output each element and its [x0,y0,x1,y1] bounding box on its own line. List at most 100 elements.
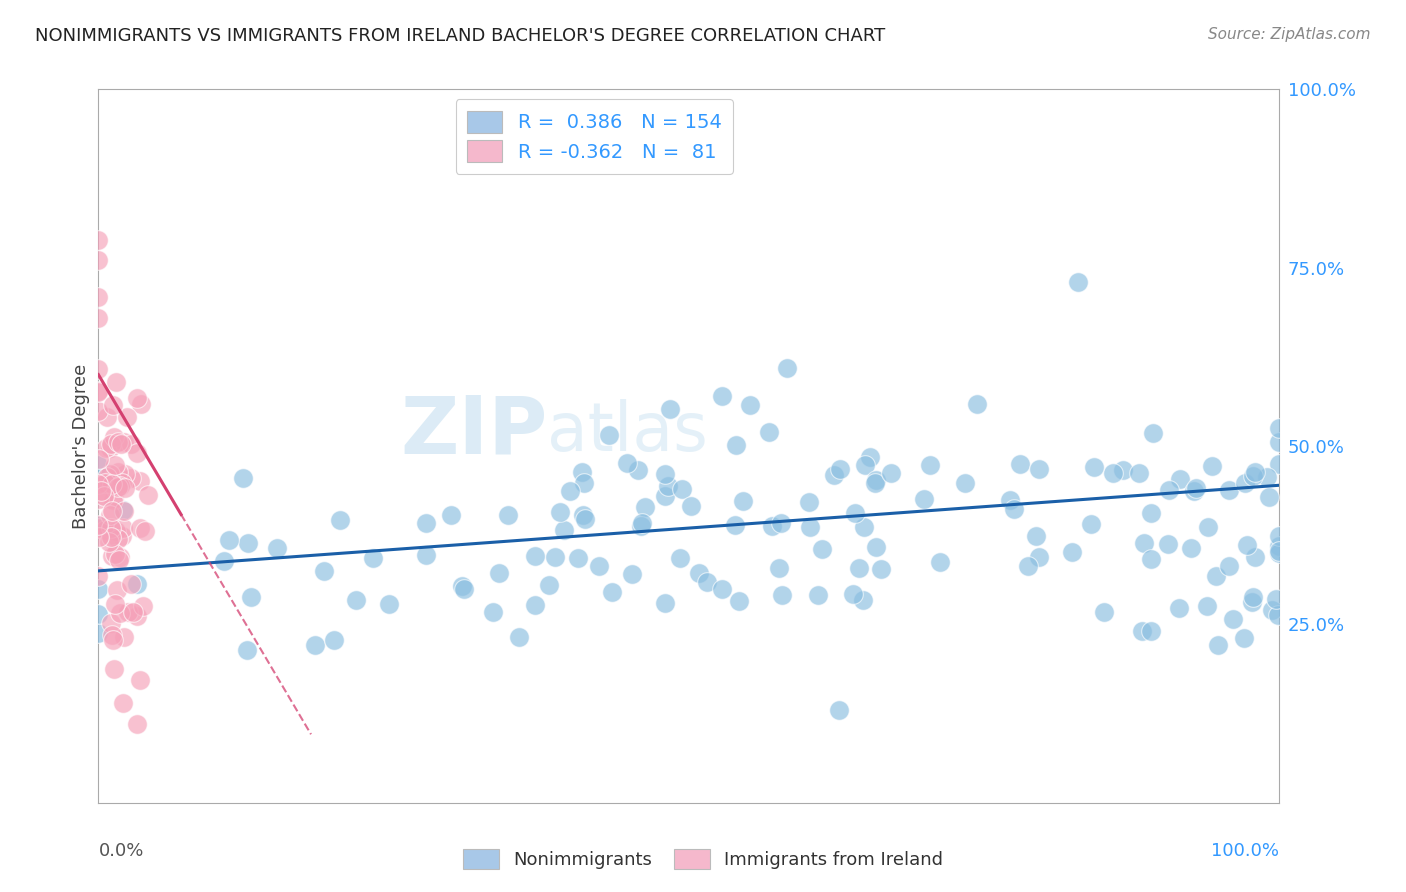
Point [87,568,110,582]
Point [87,519,110,533]
Point [125,577,148,591]
Point [1130,624,1153,639]
Point [104,548,127,562]
Point [865,540,887,554]
Point [101,628,124,642]
Point [329,513,352,527]
Point [761,518,783,533]
Point [101,549,124,564]
Point [1267,607,1289,622]
Point [863,475,886,490]
Text: ZIP: ZIP [399,392,547,471]
Point [769,516,792,531]
Point [120,436,142,450]
Point [1067,275,1090,289]
Point [524,598,547,612]
Text: atlas: atlas [547,399,709,465]
Point [110,476,132,491]
Point [620,566,643,581]
Point [100,520,122,534]
Point [844,506,866,520]
Point [100,467,122,481]
Point [129,474,152,488]
Point [627,463,650,477]
Point [616,456,638,470]
Point [880,467,903,481]
Point [1205,569,1227,583]
Point [1197,520,1219,534]
Legend: Nonimmigrants, Immigrants from Ireland: Nonimmigrants, Immigrants from Ireland [454,839,952,879]
Point [107,435,129,450]
Point [101,492,124,507]
Point [852,593,875,607]
Point [361,550,384,565]
Point [1157,537,1180,551]
Point [1218,558,1240,573]
Point [1268,544,1291,558]
Point [125,609,148,624]
Point [859,450,882,464]
Point [1241,595,1264,609]
Point [1133,536,1156,550]
Point [671,482,693,496]
Point [758,425,780,439]
Point [87,521,110,535]
Point [1258,490,1281,504]
Point [768,561,790,575]
Point [105,583,128,598]
Text: NONIMMIGRANTS VS IMMIGRANTS FROM IRELAND BACHELOR'S DEGREE CORRELATION CHART: NONIMMIGRANTS VS IMMIGRANTS FROM IRELAND… [35,27,886,45]
Point [1195,599,1218,614]
Point [733,494,755,508]
Point [235,643,257,657]
Point [218,533,240,547]
Point [998,493,1021,508]
Point [1159,483,1181,498]
Point [537,578,560,592]
Point [870,561,893,575]
Point [1168,601,1191,615]
Point [115,410,138,425]
Point [322,632,344,647]
Text: 0.0%: 0.0% [98,842,143,860]
Point [738,398,761,412]
Point [770,588,793,602]
Point [1102,467,1125,481]
Point [93,489,115,503]
Point [654,596,676,610]
Point [105,376,128,390]
Point [1206,638,1229,652]
Point [571,466,593,480]
Point [508,630,530,644]
Point [112,696,135,710]
Point [853,520,876,534]
Point [807,589,830,603]
Point [87,492,110,507]
Point [136,487,159,501]
Point [89,452,111,467]
Point [572,508,595,523]
Point [111,529,134,543]
Point [240,590,263,604]
Point [103,398,125,412]
Point [600,584,623,599]
Point [1140,552,1163,566]
Text: 100.0%: 100.0% [1212,842,1279,860]
Point [1028,462,1050,476]
Point [1002,502,1025,516]
Point [482,605,505,619]
Point [598,428,620,442]
Point [1201,459,1223,474]
Point [94,442,117,456]
Point [853,458,876,472]
Point [574,511,596,525]
Point [912,491,935,506]
Point [1232,631,1254,645]
Point [87,476,110,491]
Point [1244,465,1267,479]
Point [1017,558,1039,573]
Point [799,520,821,534]
Point [415,548,437,562]
Point [966,397,988,411]
Legend: R =  0.386   N = 154, R = -0.362   N =  81: R = 0.386 N = 154, R = -0.362 N = 81 [456,99,734,174]
Point [776,360,799,375]
